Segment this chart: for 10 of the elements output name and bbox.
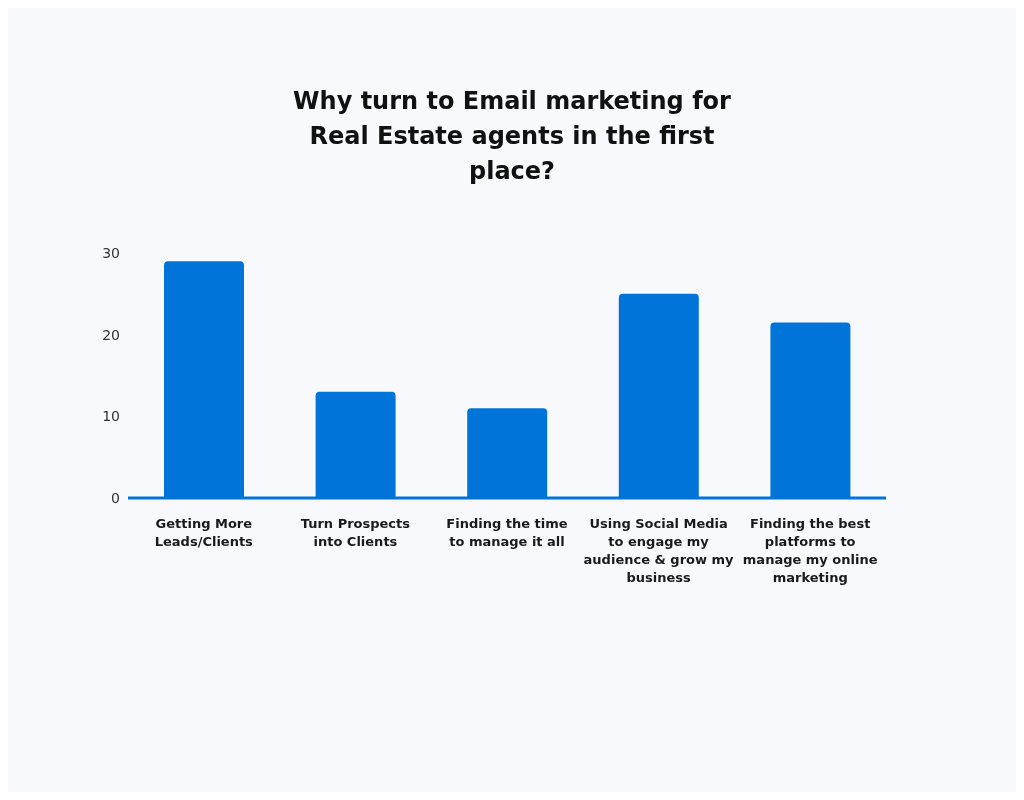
x-tick-label: Finding the time to manage it all (446, 516, 568, 549)
y-tick-label: 0 (111, 489, 120, 506)
x-tick-label: Using Social Media to engage my audience & grow my business (583, 516, 735, 585)
y-tick-label: 20 (102, 326, 120, 343)
x-tick-label: Getting More Leads/Clients (154, 516, 254, 549)
x-tick-label: Turn Prospects into Clients (300, 516, 411, 549)
chart-title: Why turn to Email marketing for Real Estate agents in the first place? (292, 86, 732, 187)
x-tick-label: Finding the best platforms to manage my online marketing (742, 516, 878, 585)
y-tick-label: 30 (102, 244, 120, 261)
y-tick-label: 10 (102, 408, 120, 425)
